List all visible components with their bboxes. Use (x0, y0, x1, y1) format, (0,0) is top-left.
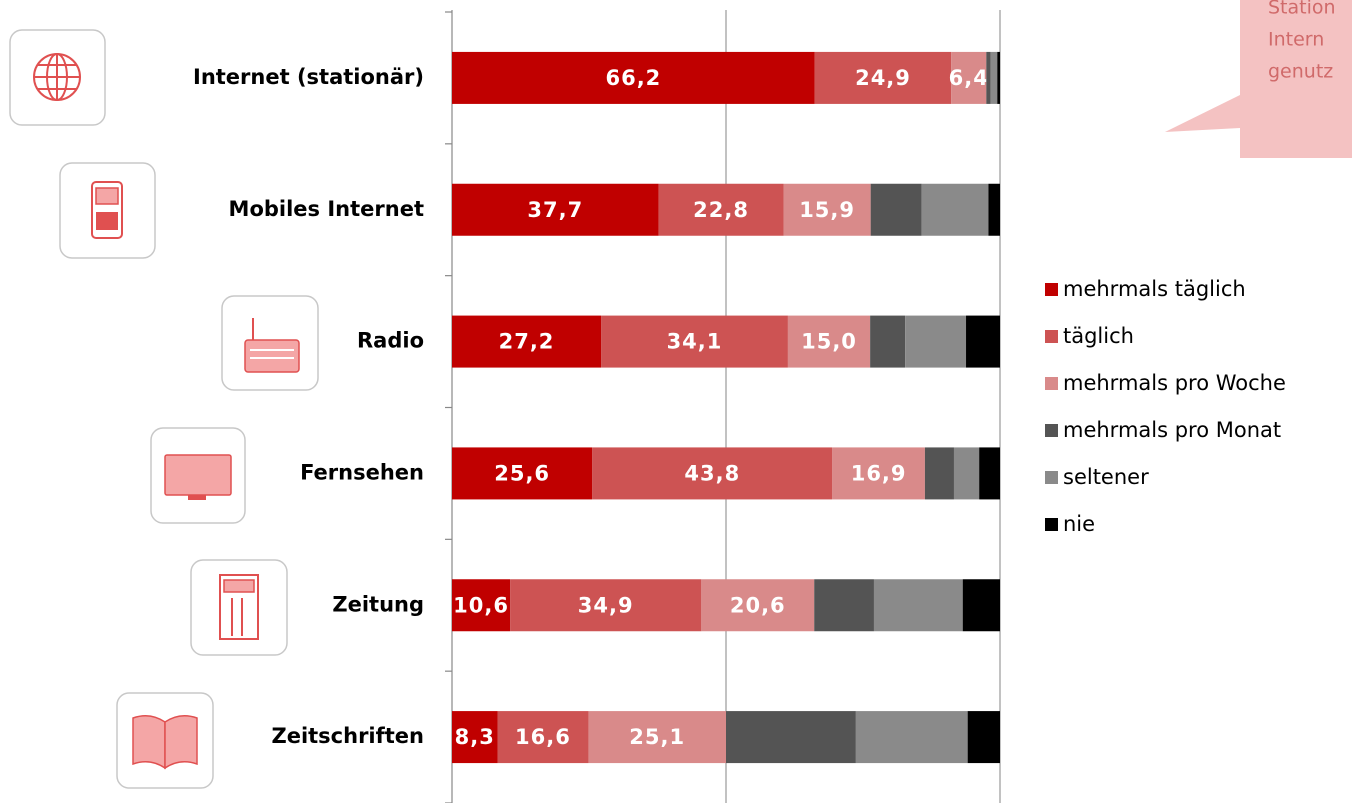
value-label: 34,9 (578, 593, 634, 617)
bar-segment (855, 711, 968, 764)
bar-segment (962, 579, 1000, 632)
legend-label: täglich (1063, 324, 1134, 348)
value-label: 10,6 (453, 593, 509, 617)
value-label: 43,8 (684, 461, 740, 485)
legend-label: seltener (1063, 465, 1149, 489)
legend-swatch (1045, 330, 1058, 343)
bar-segment (701, 579, 815, 632)
category-label: Fernsehen (300, 460, 424, 484)
legend-label: mehrmals täglich (1063, 277, 1246, 301)
value-label: 15,9 (799, 198, 855, 222)
legend-swatch (1045, 377, 1058, 390)
bar-segment (814, 579, 874, 632)
callout (1165, 0, 1352, 158)
bar-segment (787, 315, 871, 368)
bar-segment (988, 183, 1000, 236)
legend-label: mehrmals pro Monat (1063, 418, 1281, 442)
legend-swatch (1045, 424, 1058, 437)
bar-segment (979, 447, 1000, 500)
value-label: 34,1 (667, 330, 723, 354)
bar-segment (452, 447, 593, 500)
value-label: 66,2 (605, 66, 661, 90)
value-label: 15,0 (801, 330, 857, 354)
value-label: 22,8 (693, 198, 749, 222)
annotation: Station (1268, 0, 1336, 19)
value-label: 24,9 (855, 66, 911, 90)
value-label: 25,1 (629, 725, 685, 749)
annotation: genutz (1268, 61, 1333, 83)
bar-segment (658, 183, 784, 236)
bar-segment (510, 579, 702, 632)
bar-segment (986, 51, 991, 104)
bar-segment (870, 183, 922, 236)
category-label: Mobiles Internet (229, 197, 424, 221)
category-label: Internet (stationär) (193, 65, 424, 89)
bar-segment (592, 447, 833, 500)
bar-segment (924, 447, 954, 500)
legend-label: mehrmals pro Woche (1063, 371, 1286, 395)
bar-segment (953, 447, 980, 500)
bar-segment (921, 183, 989, 236)
value-label: 6,4 (949, 66, 989, 90)
value-label: 8,3 (455, 725, 495, 749)
category-label: Zeitschriften (271, 724, 424, 748)
value-label: 27,2 (499, 330, 555, 354)
bar-segment (951, 51, 987, 104)
legend-swatch (1045, 471, 1058, 484)
bar-segment (990, 51, 998, 104)
bar-segment (873, 579, 963, 632)
bar-segment (452, 711, 498, 764)
value-label: 25,6 (494, 461, 550, 485)
bar-segment (588, 711, 726, 764)
bar-segment (814, 51, 952, 104)
bar-segment (726, 711, 856, 764)
bar-segment (997, 51, 1000, 104)
bar-segment (497, 711, 589, 764)
bar-segment (601, 315, 788, 368)
value-label: 16,6 (515, 725, 571, 749)
value-label: 20,6 (730, 593, 786, 617)
bar-segment (870, 315, 906, 368)
bar-segment (452, 51, 815, 104)
legend-swatch (1045, 283, 1058, 296)
category-label: Radio (357, 329, 424, 353)
annotation: Intern (1268, 29, 1324, 51)
value-label: 37,7 (527, 198, 583, 222)
bar-segment (452, 579, 511, 632)
bar-segment (966, 315, 1000, 368)
bar-segment (783, 183, 871, 236)
bar-segment (905, 315, 967, 368)
legend-swatch (1045, 518, 1058, 531)
bar-segment (832, 447, 925, 500)
bar-segment (967, 711, 1000, 764)
legend-label: nie (1063, 512, 1095, 536)
icons (9, 29, 319, 789)
bar-segment (452, 183, 659, 236)
value-label: 16,9 (851, 461, 907, 485)
bar-segment (452, 315, 602, 368)
category-label: Zeitung (332, 592, 424, 616)
